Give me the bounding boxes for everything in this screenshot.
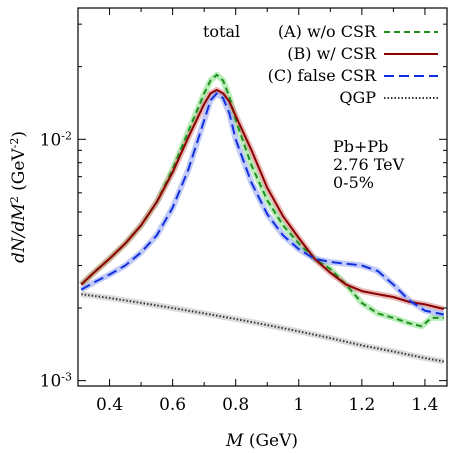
series-line-2 (80, 92, 445, 316)
series-line-1 (80, 89, 445, 310)
annotation-energy: 2.76 TeV (333, 155, 405, 174)
x-tick-label-2: 0.8 (222, 395, 249, 415)
y-tick-label-1: 10-2 (40, 129, 72, 151)
x-tick-label-5: 1.4 (411, 395, 438, 415)
series-lines (80, 73, 445, 363)
legend-label-3: QGP (339, 88, 376, 107)
series-band-3 (80, 291, 445, 365)
axis-ticks: 0.4 0.6 0.8 1 1.2 1.4 10-3 10-2 (40, 8, 447, 415)
x-tick-label-0: 0.4 (96, 395, 123, 415)
legend-label-2: (C) false CSR (268, 66, 377, 85)
legend-label-1: (B) w/ CSR (287, 44, 377, 63)
plot-frame (77, 7, 448, 387)
x-axis-title: M (GeV) (225, 431, 298, 451)
series-line-3 (81, 293, 444, 363)
legend-group-label: total (203, 22, 240, 41)
y-tick-label-0: 10-3 (40, 370, 72, 392)
uncertainty-bands (79, 71, 445, 365)
x-tick-label-4: 1.2 (348, 395, 375, 415)
annotation-system: Pb+Pb (333, 137, 388, 156)
x-tick-label-3: 1 (293, 395, 304, 415)
legend: total (A) w/o CSR (B) w/ CSR (C) false CSR… (203, 22, 438, 107)
annotation-block: Pb+Pb 2.76 TeV 0-5% (333, 137, 405, 192)
annotation-centrality: 0-5% (333, 173, 374, 192)
y-axis-title: dN/dM2 (GeV-2) (8, 131, 30, 263)
legend-label-0: (A) w/o CSR (278, 22, 377, 41)
x-tick-label-1: 0.6 (159, 395, 186, 415)
